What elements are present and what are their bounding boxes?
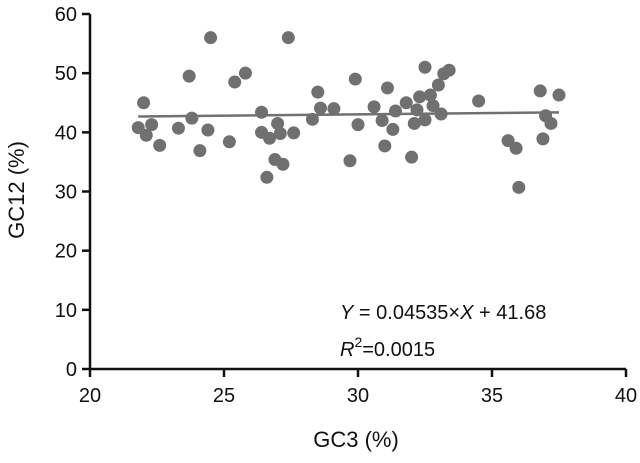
data-point bbox=[311, 85, 325, 99]
data-point bbox=[378, 139, 392, 153]
x-tick-label: 35 bbox=[481, 385, 503, 407]
data-point bbox=[512, 180, 526, 194]
data-point bbox=[287, 126, 301, 140]
data-point bbox=[418, 60, 432, 74]
data-point bbox=[389, 104, 403, 118]
y-tick-label: 10 bbox=[55, 300, 77, 322]
data-point bbox=[255, 105, 269, 119]
data-point bbox=[509, 141, 523, 155]
data-point bbox=[418, 113, 432, 127]
data-point bbox=[442, 63, 456, 77]
data-point bbox=[426, 99, 440, 113]
data-point bbox=[533, 84, 547, 98]
data-point bbox=[238, 66, 252, 80]
data-point bbox=[501, 134, 515, 148]
data-point bbox=[351, 118, 365, 132]
y-axis-label: GC12 (%) bbox=[4, 141, 29, 239]
data-point bbox=[423, 88, 437, 102]
data-point bbox=[380, 81, 394, 95]
equation-middle: = 0.04535× bbox=[353, 302, 460, 324]
y-tick-label: 40 bbox=[55, 122, 77, 144]
r2-superscript: 2 bbox=[354, 334, 362, 350]
r2-value: =0.0015 bbox=[362, 339, 435, 361]
r-squared-annotation: R2=0.0015 bbox=[340, 334, 435, 361]
data-point bbox=[193, 144, 207, 158]
data-point bbox=[367, 100, 381, 114]
data-point bbox=[263, 131, 277, 145]
data-point bbox=[327, 102, 341, 116]
y-tick-label: 30 bbox=[55, 182, 77, 204]
regression-equation: Y = 0.04535×X + 41.68 bbox=[340, 302, 546, 324]
data-point bbox=[139, 128, 153, 142]
equation-end: + 41.68 bbox=[473, 302, 546, 324]
data-point bbox=[348, 72, 362, 86]
data-point bbox=[536, 132, 550, 146]
x-tick-label: 30 bbox=[347, 385, 369, 407]
data-point bbox=[171, 121, 185, 135]
data-point bbox=[145, 118, 159, 132]
data-point bbox=[399, 96, 413, 110]
data-point bbox=[405, 150, 419, 164]
data-point bbox=[182, 69, 196, 83]
data-point bbox=[185, 111, 199, 125]
data-point bbox=[281, 31, 295, 45]
data-point bbox=[228, 75, 242, 89]
x-axis-ticks: 20 25 30 35 40 bbox=[79, 369, 637, 407]
equation-x-var: X bbox=[459, 302, 474, 324]
y-tick-label: 50 bbox=[55, 63, 77, 85]
data-point bbox=[260, 170, 274, 184]
data-point bbox=[386, 122, 400, 136]
data-point bbox=[153, 138, 167, 152]
y-tick-label: 0 bbox=[66, 359, 77, 381]
data-point bbox=[552, 88, 566, 102]
x-tick-label: 25 bbox=[213, 385, 235, 407]
data-point bbox=[271, 116, 285, 130]
data-point bbox=[313, 101, 327, 115]
y-tick-label: 20 bbox=[55, 241, 77, 263]
y-axis-ticks: 0 10 20 30 40 50 60 bbox=[55, 4, 90, 381]
x-axis-label: GC3 (%) bbox=[313, 427, 399, 452]
data-point bbox=[273, 127, 287, 141]
data-point bbox=[137, 96, 151, 110]
data-point bbox=[204, 31, 218, 45]
data-point bbox=[413, 90, 427, 104]
y-tick-label: 60 bbox=[55, 4, 77, 26]
data-point bbox=[201, 123, 215, 137]
x-tick-label: 40 bbox=[615, 385, 637, 407]
data-point bbox=[222, 135, 236, 149]
data-point bbox=[131, 121, 145, 135]
data-point bbox=[375, 114, 389, 127]
data-point bbox=[544, 116, 558, 130]
data-point bbox=[276, 157, 290, 171]
x-tick-label: 20 bbox=[79, 385, 101, 407]
regression-line bbox=[138, 111, 560, 118]
data-point bbox=[343, 154, 357, 168]
data-point bbox=[431, 78, 445, 92]
data-point bbox=[407, 116, 421, 130]
equation-y-var: Y bbox=[340, 302, 355, 324]
r2-var: R bbox=[340, 339, 354, 361]
data-point bbox=[472, 94, 486, 108]
